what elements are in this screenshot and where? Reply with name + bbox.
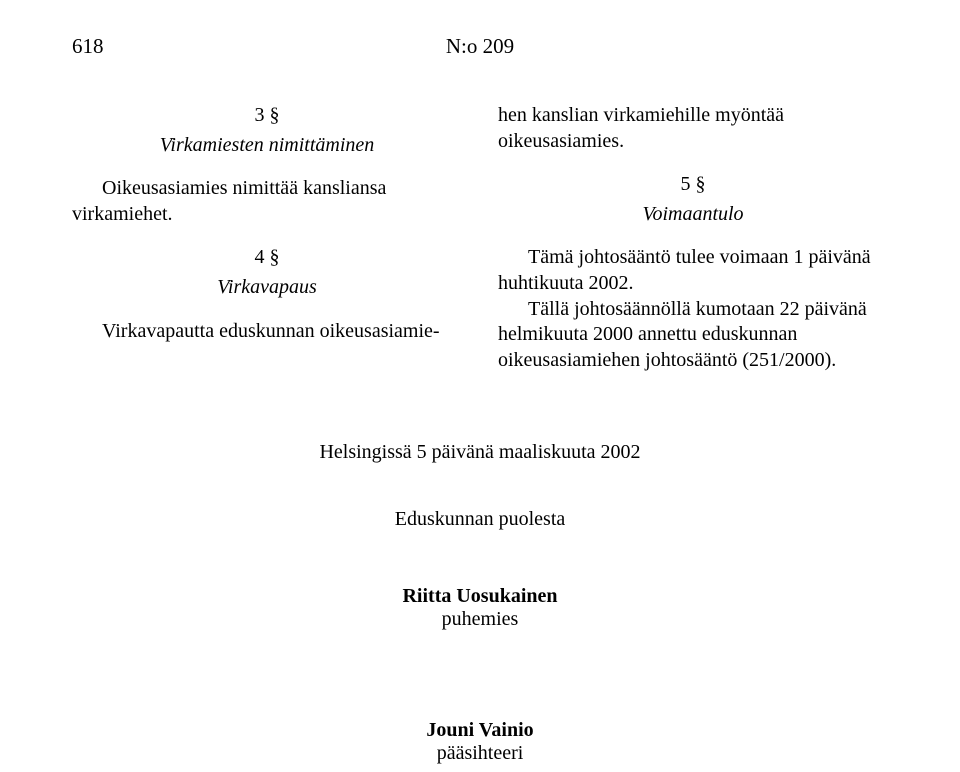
section-3-title: Virkamiesten nimittäminen: [72, 133, 462, 159]
section-5-paragraph-1: Tämä johtosääntö tulee voimaan 1 päivänä…: [498, 245, 888, 296]
section-3-paragraph: Oikeusasiamies nimittää kansliansa virka…: [72, 176, 462, 227]
section-5-title: Voimaantulo: [498, 202, 888, 228]
left-column: 3 § Virkamiesten nimittäminen Oikeusasia…: [72, 103, 462, 373]
running-header: 618 N:o 209: [72, 34, 888, 59]
section-4-number: 4 §: [72, 245, 462, 271]
page-number: 618: [72, 34, 132, 59]
doc-number: N:o 209: [132, 34, 828, 59]
section-3-number: 3 §: [72, 103, 462, 129]
section-4-paragraph-fragment: Virkavapautta eduskunnan oikeusasiamie-: [72, 319, 462, 345]
closing-block: Helsingissä 5 päivänä maaliskuuta 2002 E…: [72, 441, 888, 765]
two-column-body: 3 § Virkamiesten nimittäminen Oikeusasia…: [72, 103, 888, 373]
closing-role-2: pääsihteeri: [72, 742, 888, 765]
closing-place-date: Helsingissä 5 päivänä maaliskuuta 2002: [72, 441, 888, 464]
right-column: hen kanslian virkamiehille myöntää oikeu…: [498, 103, 888, 373]
section-5-paragraph-2: Tällä johtosäännöllä kumotaan 22 päivänä…: [498, 297, 888, 374]
closing-on-behalf: Eduskunnan puolesta: [72, 508, 888, 531]
page-root: 618 N:o 209 3 § Virkamiesten nimittämine…: [0, 0, 960, 772]
closing-name-2: Jouni Vainio: [72, 719, 888, 742]
section-4-title: Virkavapaus: [72, 275, 462, 301]
section-5-number: 5 §: [498, 172, 888, 198]
section-4-continuation: hen kanslian virkamiehille myöntää oikeu…: [498, 103, 888, 154]
closing-name-1: Riitta Uosukainen: [72, 585, 888, 608]
closing-role-1: puhemies: [72, 608, 888, 631]
